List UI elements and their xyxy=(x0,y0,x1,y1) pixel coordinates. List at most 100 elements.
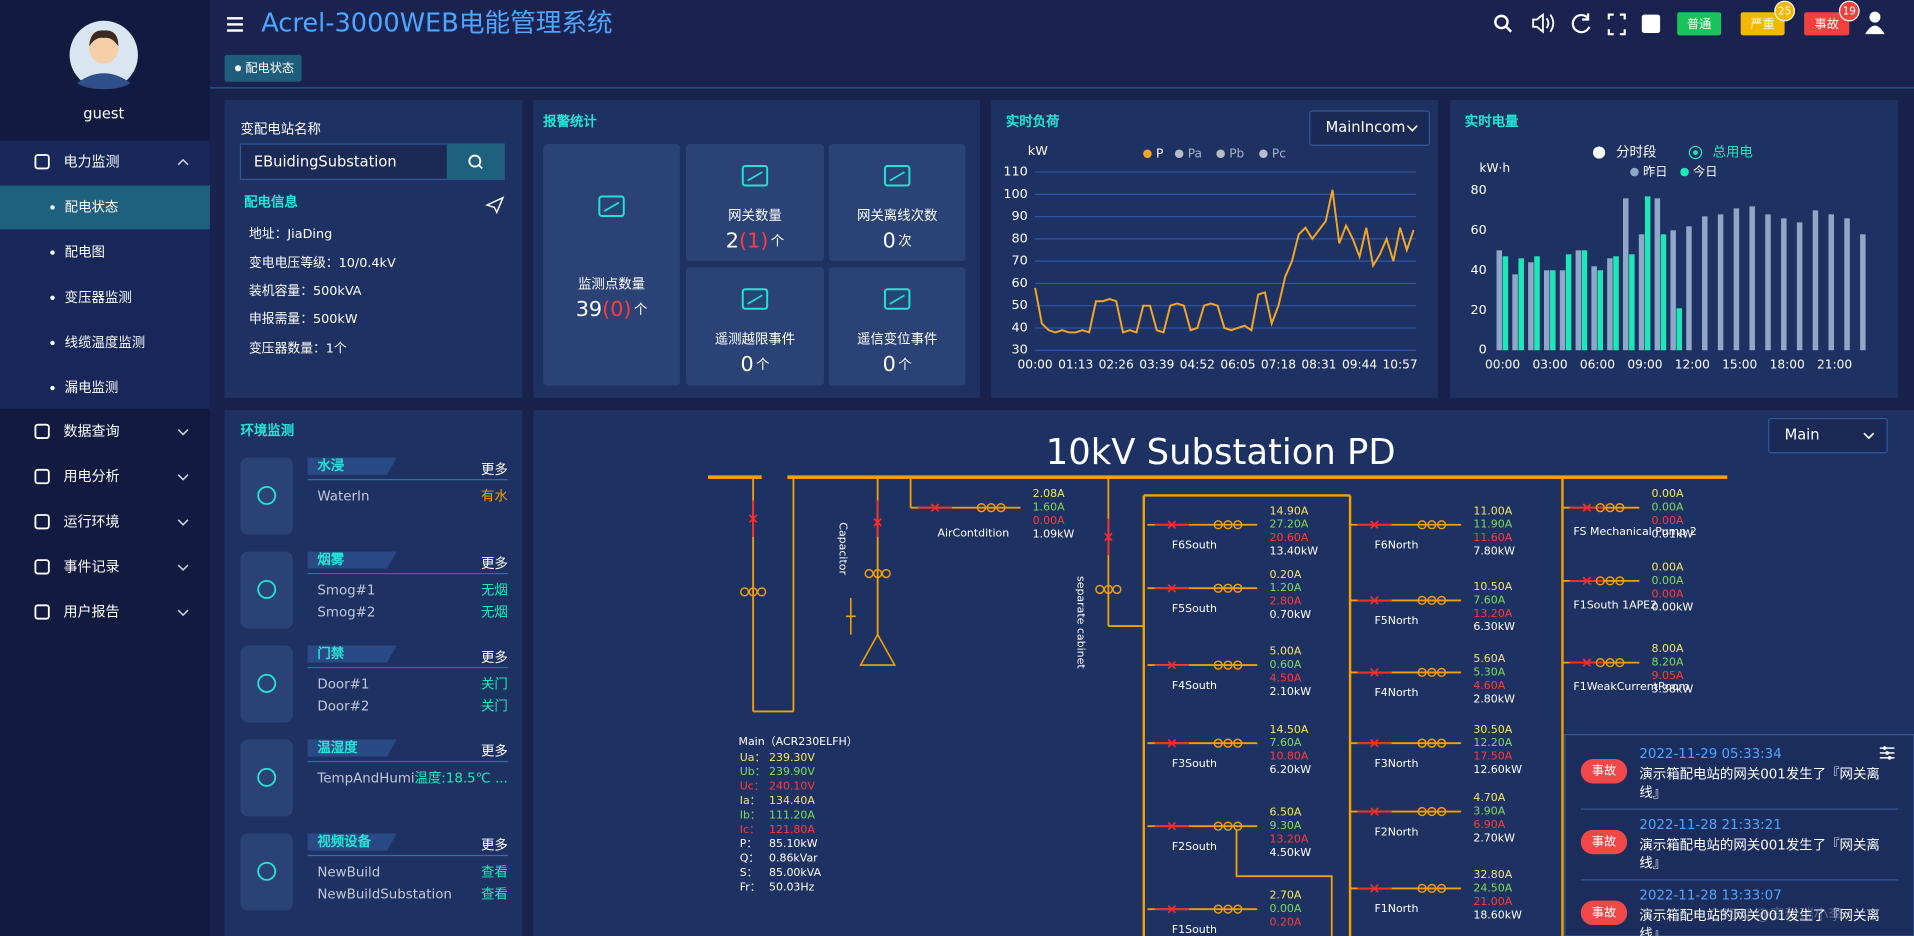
chevron xyxy=(177,428,189,436)
ct-ring xyxy=(1436,595,1447,606)
submenu-item[interactable]: 配电图 xyxy=(65,245,105,261)
alert-badge[interactable] xyxy=(1677,12,1722,36)
ct-ring xyxy=(986,503,996,513)
feeder-name: F2North xyxy=(1374,825,1418,838)
ct-ring xyxy=(1233,904,1243,914)
event-badge[interactable] xyxy=(1580,759,1628,784)
menu-item[interactable]: 事件记录 xyxy=(63,559,119,575)
menu-item[interactable]: 用户报告 xyxy=(63,604,119,621)
feeder-reading: 27.20A xyxy=(1269,518,1308,531)
stat-icon xyxy=(747,294,763,305)
submenu-item[interactable]: 配电状态 xyxy=(65,199,119,215)
menu-item[interactable]: 数据查询 xyxy=(63,424,119,440)
mode-label[interactable]: 分时段 xyxy=(1616,145,1656,161)
menu-dot xyxy=(50,295,55,300)
submenu-item[interactable]: 线缆温度监测 xyxy=(65,335,145,351)
energy-bar xyxy=(1502,256,1509,351)
x-tick-label: 12:00 xyxy=(1675,357,1710,371)
menu-icon xyxy=(34,423,50,440)
stat-label: 遥信变位事件 xyxy=(857,331,937,347)
energy-bar xyxy=(1670,230,1676,351)
energy-bar xyxy=(1660,234,1667,351)
ct-ring xyxy=(1233,583,1243,593)
energy-bar xyxy=(1844,218,1850,351)
feeder-reading: 21.00A xyxy=(1473,895,1512,908)
x-tick-label: 18:00 xyxy=(1770,357,1805,371)
env-more[interactable]: 更多 xyxy=(481,743,508,760)
search-icon xyxy=(1494,14,1509,30)
mode-label[interactable]: 总用电 xyxy=(1713,145,1753,161)
feeder-reading: 0.70kW xyxy=(1269,608,1311,621)
event-badge[interactable] xyxy=(1580,900,1628,926)
env-more[interactable]: 更多 xyxy=(481,461,508,478)
env-more[interactable]: 更多 xyxy=(481,649,508,666)
stat-icon xyxy=(747,171,763,182)
legend-swatch xyxy=(1143,149,1152,159)
menu-item[interactable]: 运行环境 xyxy=(63,514,119,530)
ct-ring xyxy=(1427,595,1437,606)
main-meter-value: 121.80A xyxy=(769,823,815,836)
x-tick-label: 06:05 xyxy=(1220,357,1255,371)
dropdown[interactable] xyxy=(1309,110,1431,146)
ct-ring xyxy=(1213,904,1223,914)
feeder-reading: 4.50A xyxy=(1269,672,1301,685)
env-tab xyxy=(307,457,397,475)
ct-ring xyxy=(1417,667,1427,678)
env-more[interactable]: 更多 xyxy=(481,555,508,572)
submenu-item[interactable]: 变压器监测 xyxy=(65,290,132,306)
legend-label: 昨日 xyxy=(1643,165,1667,179)
alert-badge[interactable] xyxy=(1740,12,1785,36)
env-section-title: 门禁 xyxy=(317,645,344,662)
menu-icon xyxy=(34,154,50,170)
feeder-reading: 3.38kW xyxy=(1652,682,1694,695)
env-item-status[interactable]: 查看 xyxy=(481,865,508,881)
env-item-name: Smog#2 xyxy=(317,606,375,621)
main-meter-value: 134.40A xyxy=(769,794,815,807)
stat-icon xyxy=(603,201,620,212)
info-title: 配电信息 xyxy=(244,194,298,211)
capacitor-label: Capacitor xyxy=(836,522,849,575)
env-tab xyxy=(307,739,397,757)
ct-ring xyxy=(1417,806,1427,817)
ct-ring xyxy=(1233,821,1243,831)
env-more[interactable]: 更多 xyxy=(481,837,508,854)
x-tick-label: 15:00 xyxy=(1722,357,1757,371)
env-icon xyxy=(257,486,277,505)
load-line xyxy=(1034,189,1415,334)
submenu-item[interactable]: 漏电监测 xyxy=(65,380,119,396)
energy-bar xyxy=(1629,254,1635,351)
sound-icon xyxy=(1532,12,1555,34)
dropdown[interactable] xyxy=(1768,417,1888,454)
menu-item[interactable]: 用电分析 xyxy=(63,469,119,485)
menu-dot xyxy=(50,205,55,210)
search-button[interactable] xyxy=(446,144,505,180)
energy-bar xyxy=(1781,218,1787,351)
menu-active-bg xyxy=(0,185,210,230)
stat-fault: (0) xyxy=(602,297,631,321)
alert-badge[interactable] xyxy=(1804,12,1850,36)
energy-bar xyxy=(1686,226,1692,351)
env-item-status[interactable]: 查看 xyxy=(481,887,508,903)
tab[interactable] xyxy=(224,54,302,82)
energy-bar xyxy=(1613,256,1619,351)
ct-ring xyxy=(1605,503,1615,513)
feeder-name: F5South xyxy=(1172,602,1217,615)
stat-unit: 个 xyxy=(634,302,647,318)
energy-bar xyxy=(1581,250,1588,351)
panel-title: 报警统计 xyxy=(543,113,597,130)
user-icon xyxy=(1865,25,1885,35)
chevron xyxy=(177,609,189,617)
event-badge[interactable] xyxy=(1580,829,1628,855)
ct-ring xyxy=(1417,595,1427,606)
env-item-status: 有水 xyxy=(481,489,508,505)
y-tick-label: 70 xyxy=(1011,254,1027,269)
mode-radio xyxy=(1688,145,1703,160)
alert-count-bubble xyxy=(1838,0,1860,22)
energy-bar xyxy=(1622,198,1629,351)
legend-label: Pb xyxy=(1229,146,1244,160)
feeder-name: F4South xyxy=(1172,679,1217,692)
feeder-reading: 8.20A xyxy=(1652,656,1684,669)
dropdown-value: Main xyxy=(1785,427,1820,444)
x-tick-label: 03:39 xyxy=(1139,357,1174,371)
menu-item[interactable]: 电力监测 xyxy=(63,154,119,170)
